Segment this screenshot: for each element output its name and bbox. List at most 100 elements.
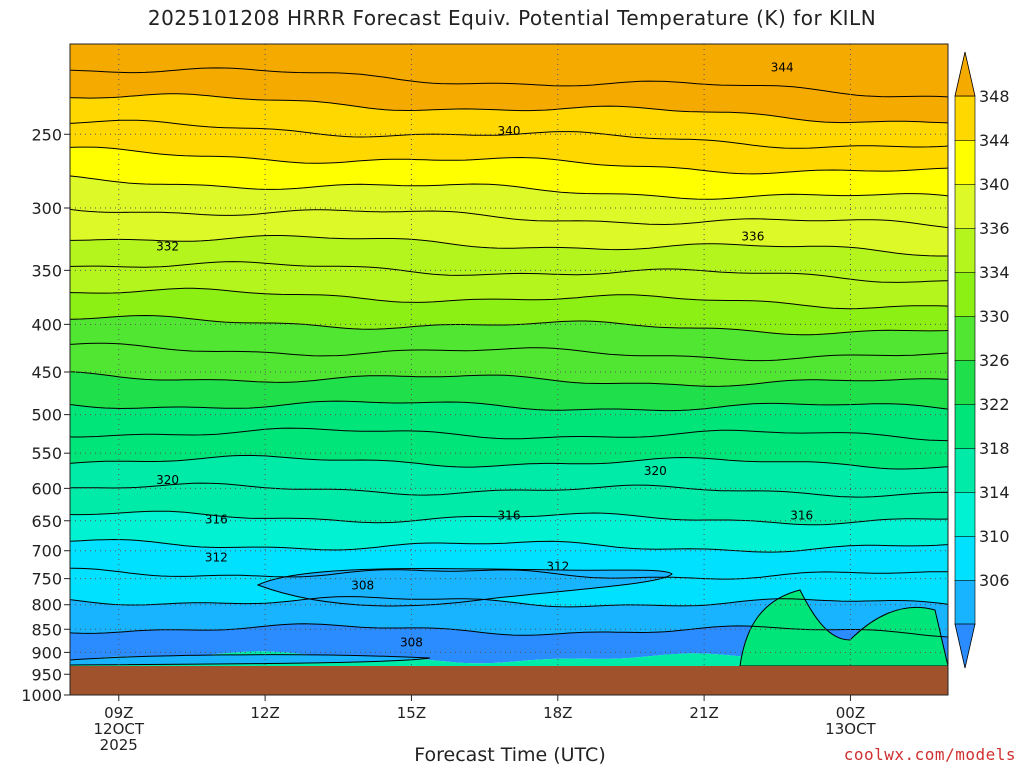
y-tick-label: 850 <box>31 620 62 639</box>
contour-band <box>70 175 948 228</box>
contour-line <box>70 454 948 470</box>
contour-label: 316 <box>205 513 228 527</box>
colorbar-tick-label: 336 <box>979 219 1010 238</box>
x-tick-label: 21Z <box>689 704 718 722</box>
contour-label-text: 316 <box>205 513 228 527</box>
contour-line <box>70 261 948 283</box>
x-tick-label: 13OCT <box>825 720 876 738</box>
contour-band <box>70 428 948 469</box>
contour-label: 336 <box>741 230 764 244</box>
contour-label-text: 320 <box>156 473 179 487</box>
contour-label-text: 320 <box>644 464 667 478</box>
contour-band <box>70 371 948 411</box>
contour-label: 312 <box>205 551 228 565</box>
colorbar-top-arrow <box>954 51 976 97</box>
colorbar-tick-label: 344 <box>979 131 1010 150</box>
colorbar-tick-label: 314 <box>979 483 1010 502</box>
contour-band <box>70 343 948 387</box>
contour-band <box>70 120 948 174</box>
contour-line <box>70 538 948 553</box>
colorbar-bin <box>954 535 976 581</box>
colorbar-tick-label: 348 <box>979 87 1010 106</box>
contour-label: 340 <box>498 124 521 138</box>
colorbar-bin <box>954 359 976 405</box>
gridlines <box>70 44 948 666</box>
colorbar-bin <box>954 315 976 361</box>
x-tick-label: 12Z <box>250 704 279 722</box>
contour-band <box>70 511 948 553</box>
y-tick-label: 450 <box>31 363 62 382</box>
contour-line <box>70 510 948 526</box>
contour-label-text: 344 <box>771 61 794 75</box>
contour-labels: 3443403363323203203163163163123123083083… <box>156 61 813 650</box>
contour-line <box>70 175 948 200</box>
colorbar-bin <box>954 403 976 449</box>
contour-label: 320 <box>644 464 667 478</box>
contour-line <box>70 235 948 257</box>
y-tick-label: 800 <box>31 596 62 615</box>
contour-label-text: 308 <box>400 635 423 649</box>
contour-band <box>70 235 948 283</box>
colorbar-bin <box>954 95 976 141</box>
contour-band <box>70 539 948 580</box>
contour-line <box>70 146 948 175</box>
contour-label-text: 316 <box>498 509 521 523</box>
contour-band <box>70 93 948 149</box>
y-tick-label: 700 <box>31 542 62 561</box>
contour-band <box>70 67 948 123</box>
contour-line <box>70 400 948 412</box>
colorbar-tick-label: 318 <box>979 439 1010 458</box>
contour-line <box>70 314 948 336</box>
x-tick-label: 09Z <box>104 704 133 722</box>
contour-label-text: 316 <box>790 509 813 523</box>
contour-band <box>70 596 948 637</box>
contour-label-text: 340 <box>498 124 521 138</box>
contour-line <box>70 67 948 98</box>
colorbar-tick-label: 334 <box>979 263 1010 282</box>
y-tick-label: 650 <box>31 512 62 531</box>
credit-text: coolwx.com/models <box>843 745 1016 764</box>
contour-band <box>70 209 948 256</box>
colorbar-bin <box>954 139 976 185</box>
contour-line <box>70 342 948 362</box>
contour-label: 316 <box>498 509 521 523</box>
y-tick-label: 250 <box>31 125 62 144</box>
contour-label: 344 <box>771 61 794 75</box>
y-axis-pressure: 250 300 350 400 450 500 550 600 650 700 750 800 850 9… <box>21 125 70 705</box>
colorbar-bottom-arrow <box>954 623 976 669</box>
contour-band <box>70 483 948 525</box>
x-tick-label: 18Z <box>543 704 572 722</box>
colorbar-bin <box>954 183 976 229</box>
contour-band <box>70 261 948 309</box>
x-tick-label: 2025 <box>100 736 138 754</box>
ground-below-surface <box>70 666 948 695</box>
contour-line <box>70 371 948 387</box>
contour-label-text: 308 <box>351 579 374 593</box>
plot-area: 3443403363323203203163163163123123083083… <box>70 44 948 666</box>
contour-label-text: 336 <box>741 230 764 244</box>
colorbar-tick-label: 310 <box>979 527 1010 546</box>
y-tick-label: 900 <box>31 643 62 662</box>
contour-label: 308 <box>400 635 423 649</box>
colorbar: 306 310 314 318 322 326 330 334 336 340 344 348 <box>954 51 1010 669</box>
y-tick-label: 750 <box>31 570 62 589</box>
contour-label: 316 <box>790 509 813 523</box>
contour-band <box>70 147 948 200</box>
colorbar-tick-label: 340 <box>979 175 1010 194</box>
y-tick-label: 350 <box>31 261 62 280</box>
x-tick-label: 15Z <box>397 704 426 722</box>
colorbar-bin <box>954 579 976 625</box>
contour-label-text: 312 <box>205 551 228 565</box>
colorbar-tick-label: 306 <box>979 571 1010 590</box>
contour-band <box>70 455 948 498</box>
contour-line <box>70 482 948 498</box>
colorbar-tick-label: 326 <box>979 351 1010 370</box>
y-tick-label: 950 <box>31 665 62 684</box>
y-tick-label: 300 <box>31 199 62 218</box>
colorbar-tick-label: 322 <box>979 395 1010 414</box>
low-theta-e-pool <box>70 654 431 666</box>
contour-band <box>70 315 948 361</box>
contour-band <box>70 401 948 441</box>
